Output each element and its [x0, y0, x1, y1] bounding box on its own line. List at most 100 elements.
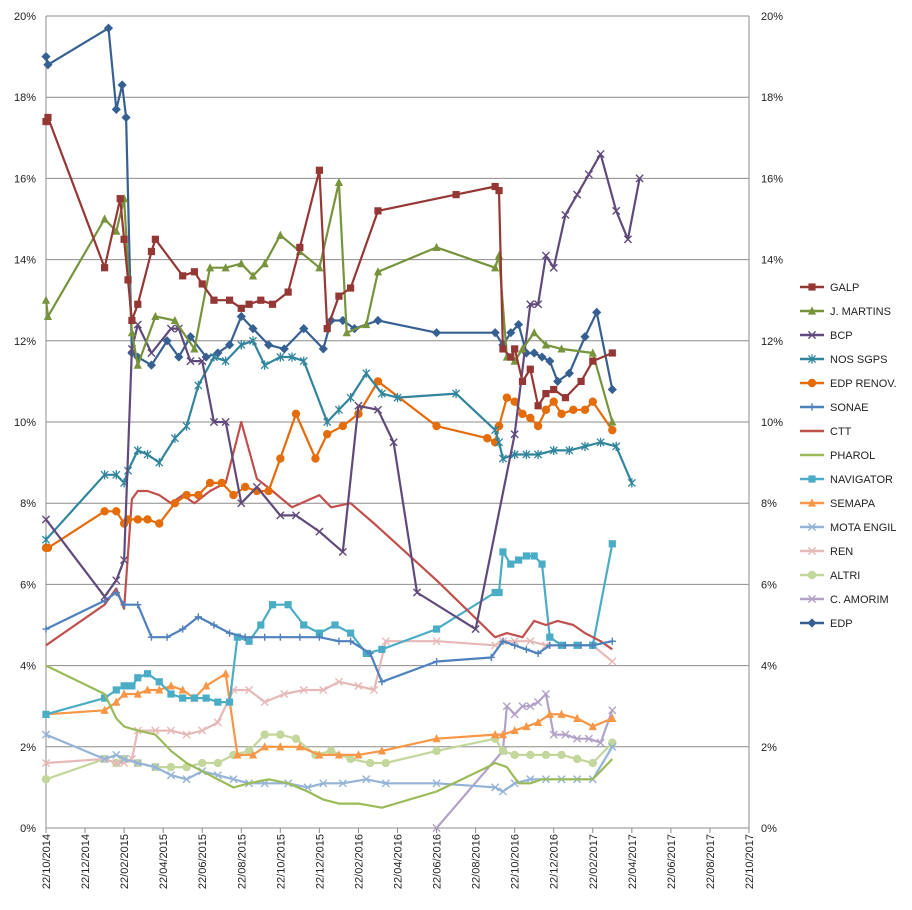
data-point [507, 353, 515, 361]
data-point [134, 300, 142, 308]
data-point [608, 637, 616, 645]
data-point [521, 348, 531, 358]
data-point [389, 438, 398, 447]
data-point [491, 263, 500, 272]
data-point [378, 678, 386, 686]
series-ctt [45, 420, 613, 651]
data-point [43, 60, 53, 70]
y-tick-label-right: 20% [761, 11, 783, 23]
data-point [529, 348, 539, 358]
legend-label: SEMAPA [830, 498, 876, 510]
series-sonae [42, 588, 616, 686]
data-point [315, 527, 324, 536]
x-tick-label: 22/12/2014 [80, 834, 92, 889]
data-point [178, 685, 187, 694]
data-point [41, 295, 51, 304]
data-point [194, 490, 203, 500]
data-point [260, 742, 269, 751]
data-point [221, 356, 230, 366]
data-point [151, 311, 160, 321]
series-galp [42, 113, 616, 410]
data-point [111, 104, 121, 114]
y-tick-label-left: 8% [20, 498, 36, 510]
series-line [45, 152, 641, 631]
data-point [381, 779, 390, 788]
data-point [100, 754, 109, 764]
legend-item: PHAROL [800, 450, 875, 462]
data-point [210, 296, 218, 304]
data-point [120, 555, 129, 565]
data-point [244, 746, 254, 756]
data-point [276, 230, 285, 239]
data-point [124, 682, 132, 690]
data-point [412, 588, 422, 597]
data-point [120, 235, 128, 243]
data-point [185, 332, 196, 342]
data-point [112, 750, 121, 760]
data-point [179, 625, 187, 633]
data-point [561, 641, 570, 649]
data-point [381, 758, 390, 768]
data-point [147, 348, 156, 358]
data-point [146, 360, 157, 370]
legend-label: CTT [830, 426, 852, 438]
data-point [522, 552, 530, 560]
data-point [557, 709, 566, 718]
legend-item: MOTA ENGIL [800, 522, 896, 534]
y-tick-label-left: 14% [14, 255, 36, 267]
data-point [347, 629, 355, 637]
data-point [248, 336, 258, 346]
data-point [229, 775, 238, 784]
data-point [522, 449, 531, 460]
data-point [354, 401, 363, 410]
legend-label: NAVIGATOR [830, 474, 893, 486]
data-point [373, 377, 383, 386]
legend-item: C. AMORIM [800, 594, 889, 606]
data-point [545, 709, 554, 718]
data-point [510, 725, 519, 735]
data-point [513, 319, 524, 330]
data-point [499, 548, 507, 556]
series-bcp [41, 149, 644, 634]
data-point [362, 319, 371, 329]
legend-label: PHAROL [830, 450, 875, 462]
data-point [596, 738, 605, 747]
data-point [373, 267, 383, 276]
data-point [807, 354, 817, 364]
data-point [561, 730, 570, 739]
legend-item: BCP [800, 330, 853, 342]
data-point [170, 315, 179, 325]
axes [45, 16, 750, 833]
data-point [534, 300, 543, 309]
data-point [198, 758, 207, 768]
data-point [276, 742, 285, 751]
data-point [495, 186, 503, 195]
data-point [100, 705, 109, 714]
series-c-amorim [432, 689, 617, 833]
data-point [41, 758, 51, 768]
data-point [510, 449, 519, 460]
data-point [260, 360, 269, 370]
data-point [541, 689, 551, 699]
data-point [510, 750, 519, 760]
data-point [100, 214, 109, 223]
data-point [236, 311, 246, 322]
data-point [573, 713, 582, 722]
data-point [608, 657, 617, 666]
data-point [491, 425, 500, 435]
data-point [245, 300, 253, 308]
data-point [209, 417, 219, 427]
data-point [143, 515, 152, 524]
data-point [498, 746, 508, 756]
x-tick-label: 22/08/2017 [705, 834, 717, 889]
data-point [526, 300, 535, 309]
data-point [194, 613, 202, 621]
data-point [549, 730, 558, 739]
legend-item: SONAE [800, 402, 869, 414]
data-point [213, 718, 222, 727]
data-point [807, 330, 817, 340]
x-tick-label: 22/04/2017 [627, 834, 639, 889]
x-tick-label: 22/10/2017 [744, 834, 756, 889]
data-point [612, 206, 621, 215]
y-tick-label-right: 10% [761, 417, 783, 429]
